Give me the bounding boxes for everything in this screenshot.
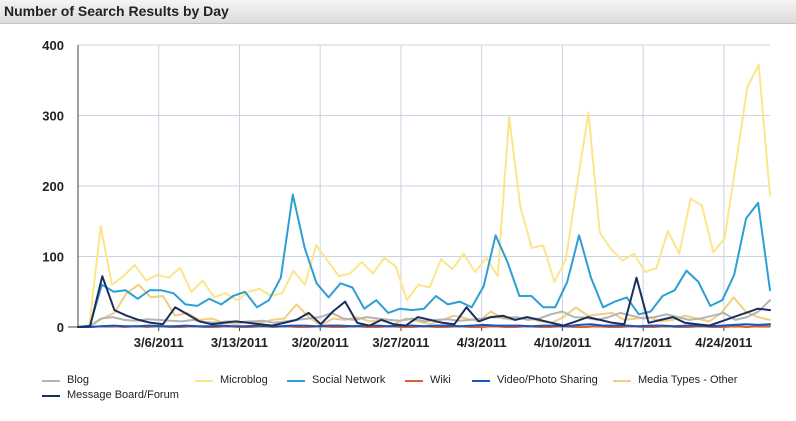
y-tick-label: 200 [42,179,64,194]
legend-swatch [613,380,631,382]
x-tick-label: 4/3/2011 [457,335,507,350]
legend-label: Social Network [312,374,386,386]
legend-label: Message Board/Forum [67,389,179,401]
legend-label: Media Types - Other [638,374,738,386]
y-tick-label: 300 [42,109,64,124]
series-line-microblog [77,63,771,328]
legend-label: Microblog [220,374,268,386]
legend-label: Blog [67,374,90,386]
chart-title: Number of Search Results by Day [4,3,229,19]
legend-swatch [405,380,423,382]
series-line-blog [77,299,771,328]
legend-swatch [287,380,305,382]
y-tick-label: 100 [42,250,64,265]
legend-swatch [472,380,490,382]
x-tick-label: 3/13/2011 [211,335,268,350]
x-tick-label: 4/10/2011 [534,335,591,350]
legend-swatch [42,380,60,382]
x-tick-label: 4/17/2011 [615,335,672,350]
series-line-media-types-other [77,283,771,328]
legend-swatch [195,380,213,382]
series-line-video-photo-sharing [77,323,771,328]
x-tick-label: 3/27/2011 [372,335,429,350]
legend-label: Wiki [430,374,451,386]
y-tick-label: 0 [57,320,64,335]
line-chart: 3/6/2011 3/13/2011 3/20/2011 3/27/2011 4/3/2… [42,38,771,350]
legend-label: Video/Photo Sharing [497,374,598,386]
x-tick-label: 4/24/2011 [695,335,752,350]
series-line-message-board-forum [77,275,771,328]
series-line-social-network [77,193,771,328]
chart-area: 3/6/2011 3/13/2011 3/20/2011 3/27/2011 4/3/2… [0,25,796,421]
panel-header: Number of Search Results by Day [0,0,796,24]
y-tick-label: 400 [42,38,64,53]
x-tick-label: 3/20/2011 [292,335,349,350]
legend-swatch [42,395,60,397]
x-tick-label: 3/6/2011 [134,335,184,350]
